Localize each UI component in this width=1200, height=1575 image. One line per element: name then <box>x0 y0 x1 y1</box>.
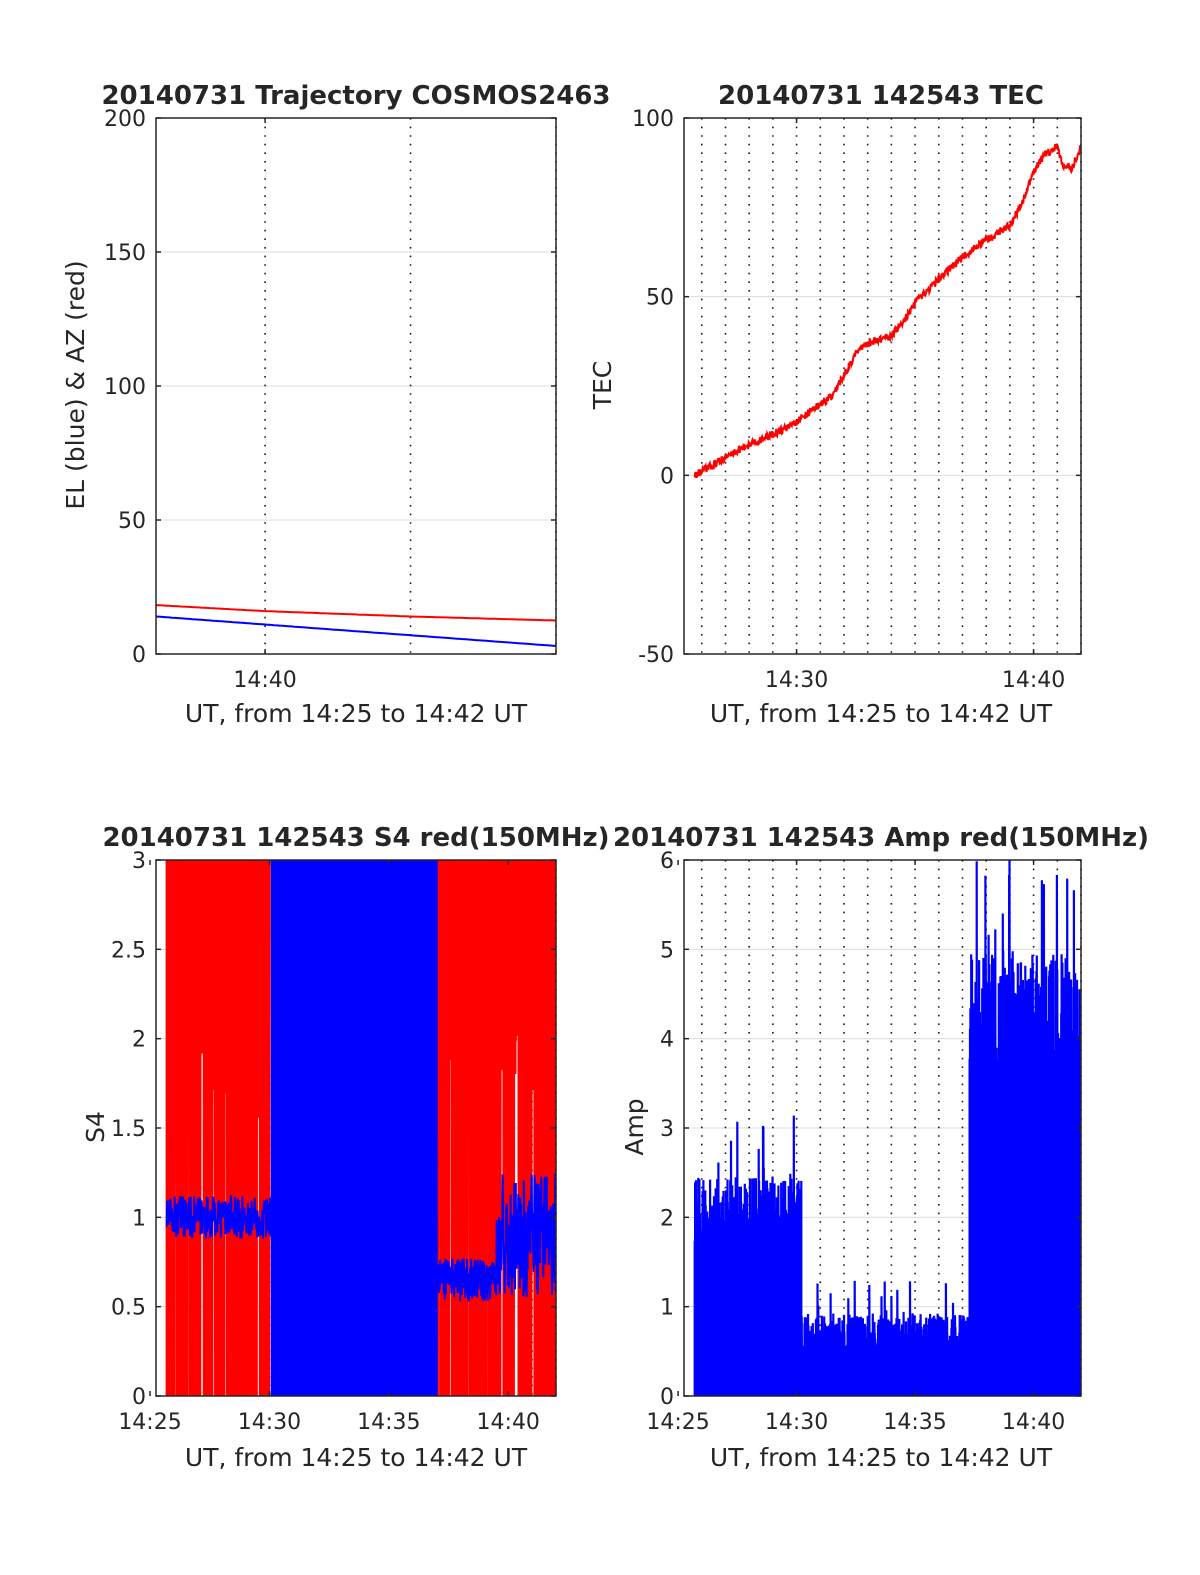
tec-ytick-label: 100 <box>632 107 674 132</box>
s4-xlabel: UT, from 14:25 to 14:42 UT <box>185 1443 528 1472</box>
trajectory-ylabel: EL (blue) & AZ (red) <box>61 260 90 509</box>
amp-xtick-label: 14:40 <box>1002 1410 1065 1435</box>
amp-plot-area: 0 1 2 3 4 5 6 14:25 14:30 14:35 14:40 <box>646 849 1082 1435</box>
amp-xtick-label: 14:30 <box>765 1410 828 1435</box>
tec-xlabel: UT, from 14:25 to 14:42 UT <box>710 699 1053 728</box>
s4-panel: 0 0.5 1 1.5 2 2.5 3 14:25 14:30 14:35 14:40 201407… <box>81 823 610 1472</box>
tec-plot-area: -50 0 50 100 14:30 14:40 <box>632 107 1082 693</box>
s4-plot-area: 0 0.5 1 1.5 2 2.5 3 14:25 14:30 14:35 14:40 <box>111 849 557 1435</box>
amp-ytick-label: 3 <box>660 1117 674 1142</box>
tec-title: 20140731 142543 TEC <box>718 81 1044 111</box>
trajectory-title: 20140731 Trajectory COSMOS2463 <box>101 81 610 111</box>
amp-ytick-label: 2 <box>660 1206 674 1231</box>
trajectory-ytick-label: 150 <box>104 241 146 266</box>
trajectory-series-blue <box>156 615 556 647</box>
amp-ytick-label: 0 <box>660 1385 674 1410</box>
tec-ytick-label: -50 <box>638 643 674 668</box>
trajectory-ytick-label: 100 <box>104 375 146 400</box>
s4-series-red-part-1 <box>165 860 271 1396</box>
tec-ytick-label: 50 <box>646 286 674 311</box>
amp-xtick-label: 14:35 <box>883 1410 946 1435</box>
s4-ytick-label: 0.5 <box>111 1296 146 1321</box>
s4-ytick-label: 1 <box>132 1206 146 1231</box>
tec-xtick-label: 14:30 <box>765 668 828 693</box>
amp-ylabel: Amp <box>620 1098 649 1155</box>
trajectory-series-red <box>156 604 556 622</box>
s4-series-blue-part-1 <box>165 1194 273 1239</box>
tec-series-red <box>693 142 1081 478</box>
tec-axes-box <box>683 117 1082 655</box>
s4-series-blue-part-2 <box>270 860 438 1396</box>
trajectory-ytick-label: 0 <box>132 643 146 668</box>
s4-series-blue-part-4 <box>495 1173 556 1298</box>
s4-xtick-label: 14:30 <box>238 1410 301 1435</box>
tec-ytick-label: 0 <box>660 464 674 489</box>
trajectory-ytick-label: 50 <box>118 509 146 534</box>
s4-title: 20140731 142543 S4 red(150MHz) <box>102 823 609 853</box>
amp-ytick-label: 6 <box>660 849 674 874</box>
tec-xtick-label: 14:40 <box>1002 668 1065 693</box>
amp-ytick-label: 5 <box>660 938 674 963</box>
trajectory-xlabel: UT, from 14:25 to 14:42 UT <box>185 699 528 728</box>
amp-xlabel: UT, from 14:25 to 14:42 UT <box>710 1443 1053 1472</box>
amp-panel: 0 1 2 3 4 5 6 14:25 14:30 14:35 14:40 20140731 142… <box>613 823 1149 1472</box>
s4-ytick-label: 2 <box>132 1028 146 1053</box>
trajectory-ytick-label: 200 <box>104 107 146 132</box>
amp-xtick-label: 14:25 <box>646 1410 709 1435</box>
s4-ytick-label: 1.5 <box>111 1117 146 1142</box>
tec-ylabel: TEC <box>588 361 617 411</box>
s4-series-blue-part-3 <box>435 1258 498 1302</box>
s4-xtick-label: 14:40 <box>477 1410 540 1435</box>
trajectory-xtick-label: 14:40 <box>233 668 296 693</box>
amp-series-blue-part-2 <box>800 1280 971 1396</box>
s4-ytick-label: 0 <box>132 1385 146 1410</box>
amp-ytick-label: 4 <box>660 1028 674 1053</box>
amp-series-blue-part-3 <box>968 860 1081 1396</box>
s4-xtick-label: 14:35 <box>357 1410 420 1435</box>
s4-series-red-part-3 <box>430 860 556 1396</box>
amp-ytick-label: 1 <box>660 1296 674 1321</box>
s4-xtick-label: 14:25 <box>118 1410 181 1435</box>
amp-series-blue-part-1 <box>693 1115 803 1396</box>
s4-ytick-label: 2.5 <box>111 938 146 963</box>
amp-title: 20140731 142543 Amp red(150MHz) <box>613 823 1149 853</box>
s4-ytick-label: 3 <box>132 849 146 874</box>
s4-ylabel: S4 <box>81 1111 110 1143</box>
